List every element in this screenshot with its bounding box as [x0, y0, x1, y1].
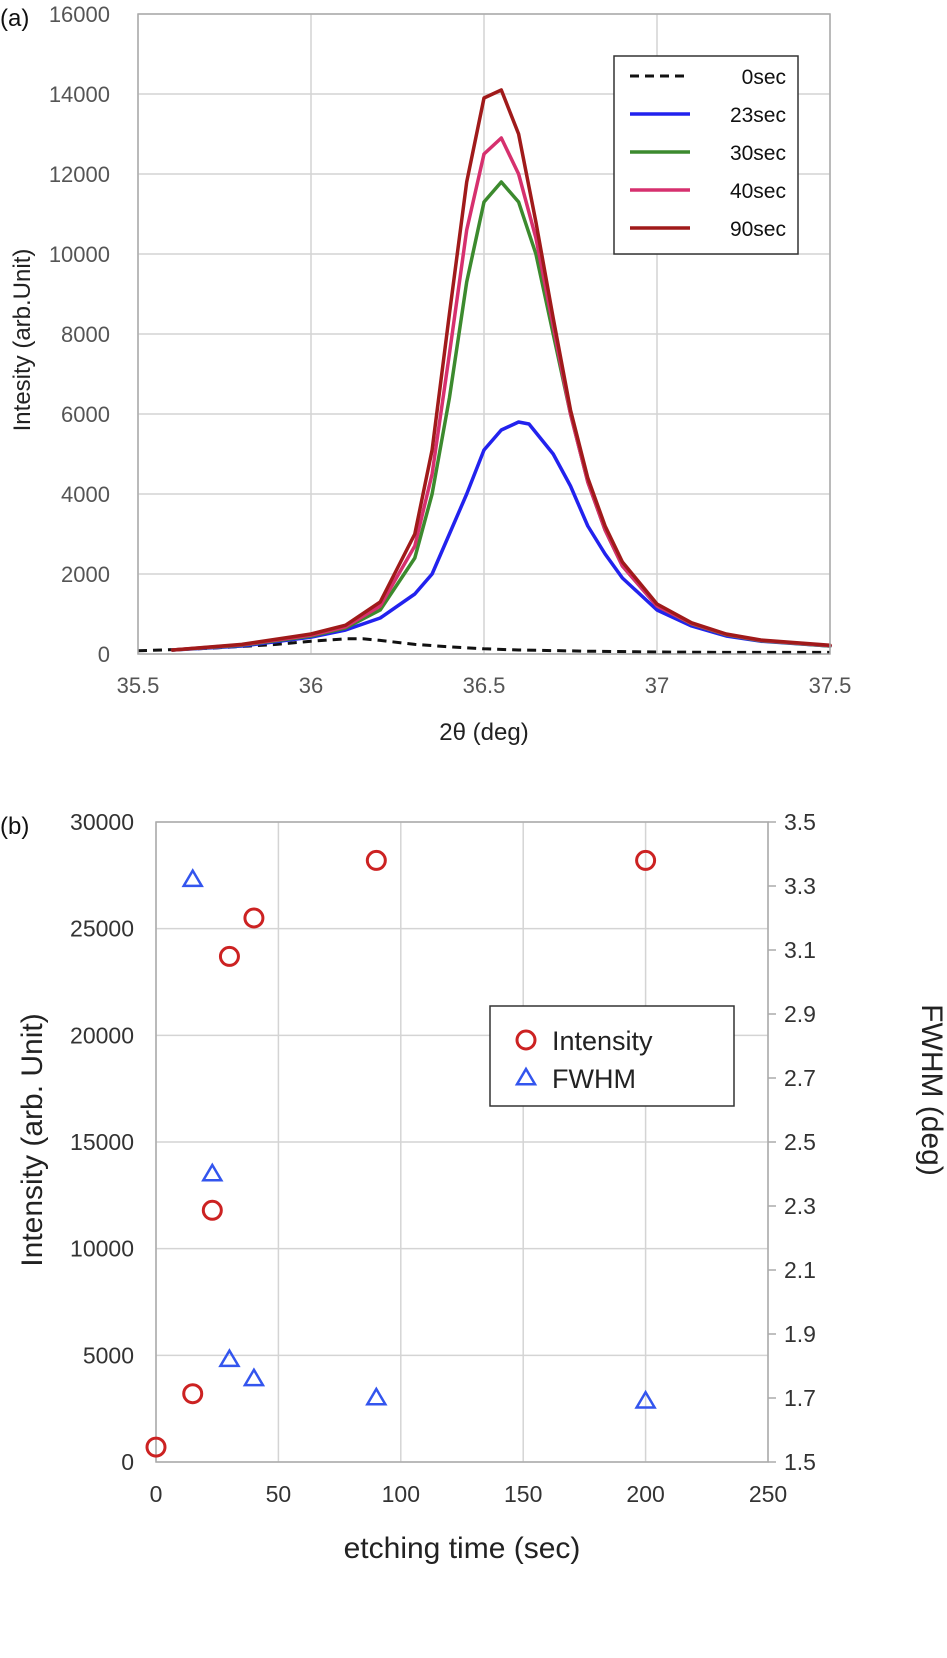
panel-b-x-tick-2: 100: [382, 1481, 420, 1507]
panel-b-x-tick-0: 0: [150, 1481, 163, 1507]
panel-a-y-tick-7: 14000: [49, 82, 110, 107]
panel-a-label: (a): [0, 5, 29, 32]
panel-b-point-fwhm-4: [365, 1386, 388, 1406]
panel-b-data-points: [145, 849, 657, 1458]
panel-b-point-intensity-0: [145, 1436, 167, 1458]
panel-b-point-fwhm-1: [201, 1162, 224, 1182]
panel-a-legend-label-1: 23sec: [730, 104, 786, 127]
panel-b-left-y-tick-labels: 0 5000 10000 15000 20000 25000 30000: [70, 809, 134, 1475]
panel-a-y-tick-1: 2000: [61, 562, 110, 587]
panel-b-plot-frame: [155, 821, 769, 1463]
panel-b-y-tick-1: 5000: [83, 1342, 134, 1368]
panel-a-series-lines: [137, 88, 832, 654]
panel-a-x-axis-title: 2θ (deg): [439, 719, 528, 746]
panel-a-x-tick-4: 37.5: [809, 673, 852, 698]
panel-b-point-fwhm-5: [634, 1389, 657, 1409]
panel-b-point-fwhm-0: [181, 868, 204, 888]
panel-a-y-tick-8: 16000: [49, 2, 110, 27]
panel-b-x-axis-title: etching time (sec): [344, 1532, 581, 1565]
panel-a-legend-label-3: 40sec: [730, 180, 786, 203]
panel-b-right-y-tick-labels: 1.5 1.7 1.9 2.1 2.3 2.5 2.7 2.9 3.1 3.3 3.5: [784, 809, 816, 1475]
panel-b-y2-tick-1: 1.7: [784, 1385, 816, 1411]
panel-a-x-tick-2: 36.5: [463, 673, 506, 698]
panel-b-point-intensity-5: [365, 849, 387, 871]
panel-a-series-line-1: [170, 420, 832, 652]
panel-a-y-axis-title: Intesity (arb.Unit): [9, 249, 36, 432]
panel-b-point-fwhm-3: [242, 1367, 266, 1387]
panel-b-y2-tick-6: 2.7: [784, 1065, 816, 1091]
panel-b-y2-tick-10: 3.5: [784, 809, 816, 835]
panel-b-x-tick-4: 200: [626, 1481, 664, 1507]
panel-b-y2-tick-9: 3.3: [784, 873, 816, 899]
panel-a-legend-label-4: 90sec: [730, 218, 786, 241]
panel-b-x-tick-3: 150: [504, 1481, 542, 1507]
panel-a-legend-label-2: 30sec: [730, 142, 786, 165]
panel-b-y-tick-3: 15000: [70, 1129, 134, 1155]
panel-b-y-tick-2: 10000: [70, 1236, 134, 1262]
panel-a-legend: 0sec 23sec 30sec 40sec 90sec: [613, 55, 799, 255]
panel-b-scatter-chart: (b) 0 50 100 150 200 250 0 5000 10000 15000 20000…: [0, 809, 947, 1565]
panel-b-point-intensity-2: [201, 1199, 223, 1221]
panel-b-y-tick-4: 20000: [70, 1022, 134, 1048]
panel-b-y-tick-6: 30000: [70, 809, 134, 835]
panel-b-y2-tick-7: 2.9: [784, 1001, 816, 1027]
panel-b-point-intensity-1: [182, 1383, 204, 1405]
panel-a-series-line-0: [137, 637, 830, 654]
panel-b-y2-tick-8: 3.1: [784, 937, 816, 963]
panel-b-x-tick-1: 50: [266, 1481, 292, 1507]
panel-b-y-tick-0: 0: [121, 1449, 134, 1475]
panel-b-y2-tick-0: 1.5: [784, 1449, 816, 1475]
panel-a-x-tick-labels: 35.5 36 36.5 37 37.5: [117, 673, 852, 698]
panel-b-point-intensity-6: [635, 849, 657, 871]
panel-b-legend-label-0: Intensity: [552, 1026, 653, 1056]
panel-b-right-y-axis-title: FWHM (deg): [915, 1004, 947, 1176]
panel-a-series-line-4: [170, 88, 832, 652]
panel-b-point-fwhm-2: [218, 1348, 241, 1368]
panel-b-legend-label-1: FWHM: [552, 1064, 636, 1094]
panel-a-y-tick-3: 6000: [61, 402, 110, 427]
panel-b-y-tick-5: 25000: [70, 916, 134, 942]
panel-b-legend-box: [489, 1005, 735, 1107]
panel-b-x-tick-labels: 0 50 100 150 200 250: [150, 1481, 788, 1507]
panel-b-x-tick-5: 250: [749, 1481, 787, 1507]
panel-b-y2-tick-3: 2.1: [784, 1257, 816, 1283]
panel-b-point-intensity-4: [243, 907, 265, 929]
panel-b-legend-swatch-1: [514, 1066, 538, 1086]
panel-b-y2-tick-2: 1.9: [784, 1321, 816, 1347]
panel-b-legend: Intensity FWHM: [489, 1005, 735, 1107]
panel-a-xrd-chart: (a) 35.5 36 36.5 37 37.5 0 2000 4000 6000 8000 10…: [0, 2, 851, 746]
panel-a-legend-label-0: 0sec: [742, 66, 786, 89]
panel-b-y2-tick-5: 2.5: [784, 1129, 816, 1155]
panel-a-y-tick-2: 4000: [61, 482, 110, 507]
panel-a-plot-frame: [137, 13, 831, 655]
panel-a-y-tick-6: 12000: [49, 162, 110, 187]
panel-b-point-intensity-3: [218, 945, 240, 967]
panel-b-left-y-axis-title: Intensity (arb. Unit): [16, 1013, 49, 1266]
panel-a-y-tick-5: 10000: [49, 242, 110, 267]
panel-b-label: (b): [0, 813, 29, 840]
panel-a-x-tick-3: 37: [645, 673, 669, 698]
panel-a-legend-box: [613, 55, 799, 255]
panel-a-x-tick-0: 35.5: [117, 673, 160, 698]
panel-a-y-tick-4: 8000: [61, 322, 110, 347]
panel-b-y2-tick-4: 2.3: [784, 1193, 816, 1219]
panel-a-y-tick-0: 0: [98, 642, 110, 667]
panel-a-y-tick-labels: 0 2000 4000 6000 8000 10000 12000 14000 16000: [49, 2, 110, 667]
panel-a-x-tick-1: 36: [299, 673, 323, 698]
panel-b-legend-swatch-0: [515, 1029, 537, 1051]
panel-b-gridlines: [155, 821, 776, 1463]
